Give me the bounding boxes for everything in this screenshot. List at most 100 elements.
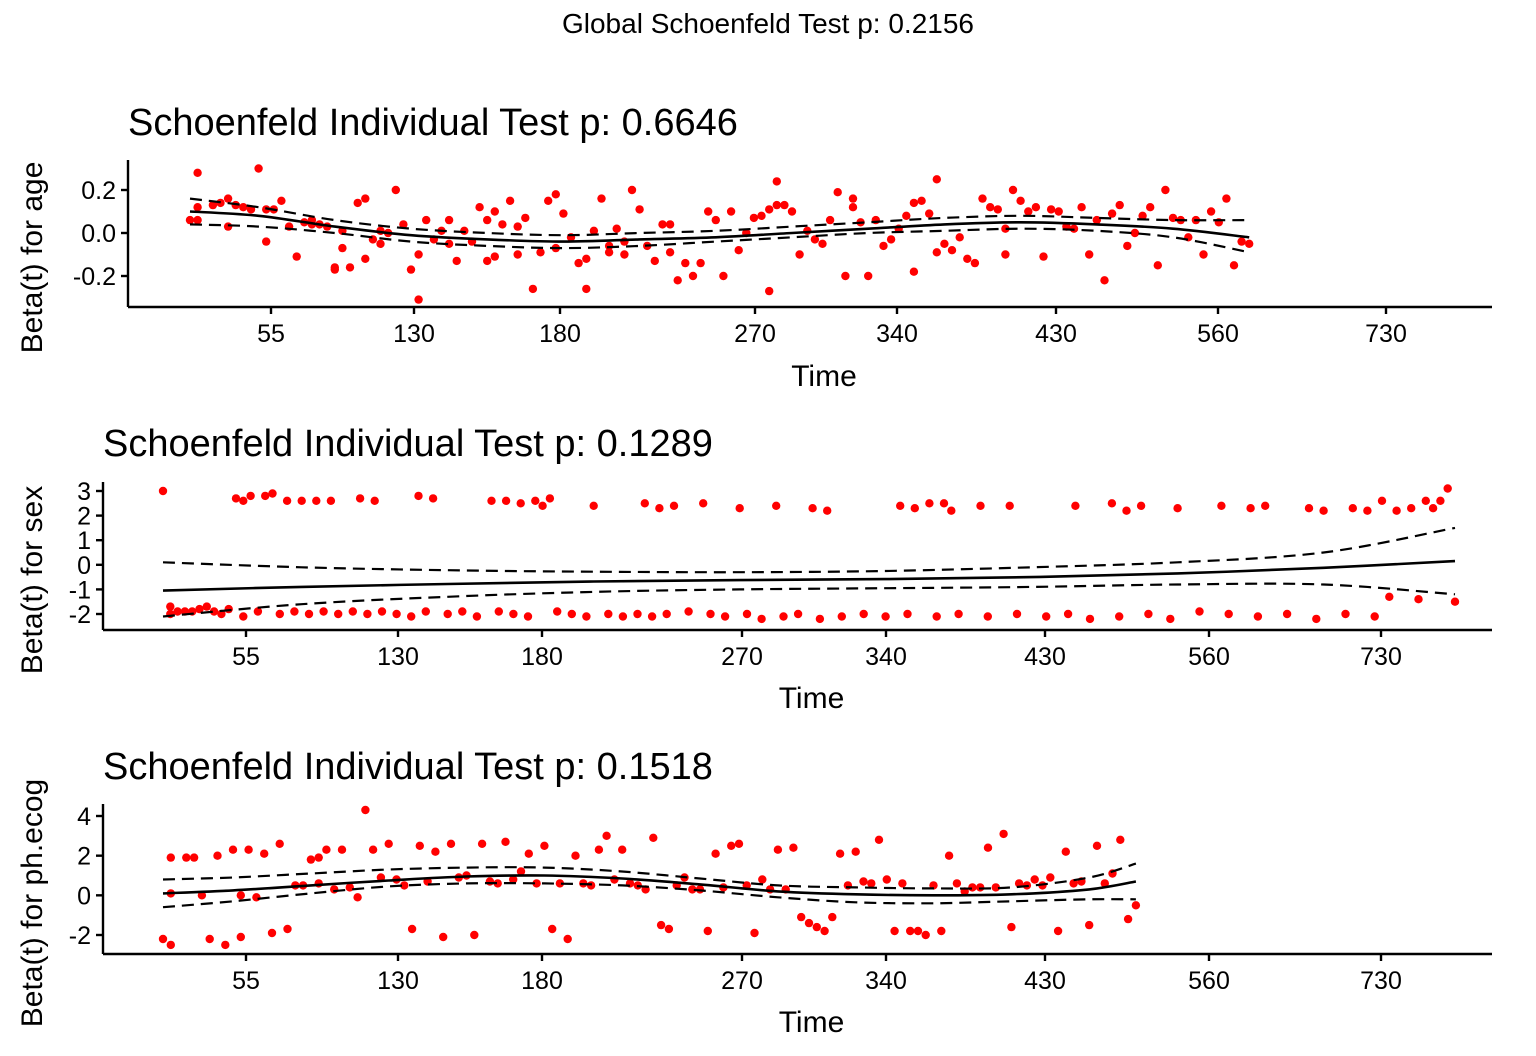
residual-point <box>523 612 533 621</box>
residual-point <box>944 851 954 860</box>
residual-point <box>475 203 484 212</box>
residual-point <box>706 609 715 619</box>
x-tick-label: 430 <box>1024 967 1066 995</box>
residual-point <box>1008 185 1018 195</box>
residual-point <box>439 932 448 942</box>
x-tick-label: 430 <box>1035 320 1077 348</box>
residual-point <box>1166 614 1175 624</box>
residual-point <box>444 215 454 225</box>
residual-point <box>195 604 204 614</box>
residual-point <box>1100 276 1109 285</box>
residual-point <box>391 185 400 195</box>
residual-point <box>758 875 767 884</box>
residual-point <box>939 499 949 508</box>
residual-point <box>406 265 416 274</box>
residual-point <box>567 609 576 619</box>
x-tick-label: 560 <box>1188 967 1230 995</box>
residual-point <box>399 220 408 229</box>
residual-point <box>312 496 321 505</box>
residual-point <box>952 879 962 888</box>
residual-point <box>158 934 168 944</box>
residual-point <box>1077 203 1086 212</box>
residual-point <box>726 207 736 216</box>
residual-point <box>209 607 219 616</box>
residual-point <box>1030 875 1039 884</box>
residual-point <box>528 284 538 294</box>
residual-point <box>1161 185 1170 195</box>
residual-point <box>582 612 591 621</box>
residual-point <box>217 609 226 619</box>
residual-point <box>428 494 438 503</box>
residual-point <box>545 494 555 503</box>
residual-point <box>470 930 479 940</box>
residual-point <box>494 607 503 616</box>
residual-point <box>983 612 992 621</box>
residual-point <box>921 930 930 940</box>
residual-point <box>650 256 659 266</box>
residual-point <box>688 271 698 281</box>
residual-point <box>859 877 868 886</box>
residual-point <box>1385 592 1394 601</box>
residual-point <box>1071 501 1080 510</box>
x-tick-label: 180 <box>521 967 563 995</box>
residual-point <box>649 833 658 842</box>
residual-point <box>662 609 671 619</box>
residual-point <box>513 250 522 259</box>
residual-point <box>917 196 926 205</box>
x-tick-label: 130 <box>377 967 419 995</box>
residual-point <box>304 609 314 619</box>
residual-point <box>532 879 541 888</box>
residual-point <box>742 609 752 619</box>
residual-point <box>221 940 230 950</box>
residual-point <box>1001 250 1010 259</box>
residual-point <box>1414 595 1423 604</box>
residual-point <box>548 924 557 934</box>
residual-point <box>1092 841 1102 850</box>
residual-point <box>452 256 461 266</box>
residual-point <box>1001 224 1010 233</box>
residual-point <box>1014 879 1024 888</box>
residual-point <box>505 196 515 205</box>
residual-point <box>1443 484 1452 493</box>
residual-point <box>361 805 370 815</box>
residual-point <box>282 496 292 505</box>
residual-point <box>355 494 365 503</box>
residual-point <box>353 198 362 208</box>
residual-point <box>202 602 211 611</box>
residual-point <box>1407 504 1416 513</box>
ci-lower-line <box>189 223 1250 254</box>
residual-point <box>597 194 606 203</box>
residual-point <box>490 207 499 216</box>
residual-point <box>1428 504 1438 513</box>
residual-point <box>582 254 591 263</box>
residual-point <box>772 200 781 210</box>
residual-point <box>954 609 963 619</box>
residual-point <box>963 254 972 263</box>
residual-point <box>720 612 730 621</box>
residual-point <box>538 501 547 510</box>
residual-point <box>582 284 591 294</box>
residual-point <box>239 496 248 505</box>
residual-point <box>658 220 667 229</box>
residual-point <box>664 924 674 934</box>
residual-point <box>513 222 522 231</box>
residual-point <box>978 194 987 203</box>
residual-point <box>1115 200 1124 210</box>
panel-title: Schoenfeld Individual Test p: 0.1518 <box>103 746 713 788</box>
residual-point <box>665 248 675 257</box>
residual-point <box>239 612 248 621</box>
residual-point <box>1421 496 1431 505</box>
residual-point <box>292 252 301 261</box>
x-tick-label: 130 <box>393 320 435 348</box>
residual-point <box>501 496 511 505</box>
residual-point <box>773 845 783 854</box>
residual-point <box>228 845 238 854</box>
residual-point <box>602 831 611 840</box>
residual-point <box>330 885 339 894</box>
x-tick-label: 560 <box>1197 320 1239 348</box>
x-axis-title: Time <box>791 360 857 393</box>
residual-point <box>604 241 614 251</box>
ci-lower-line <box>162 582 1456 618</box>
panel-1: Schoenfeld Individual Test p: 0.6646 -0.2… <box>16 102 1492 393</box>
